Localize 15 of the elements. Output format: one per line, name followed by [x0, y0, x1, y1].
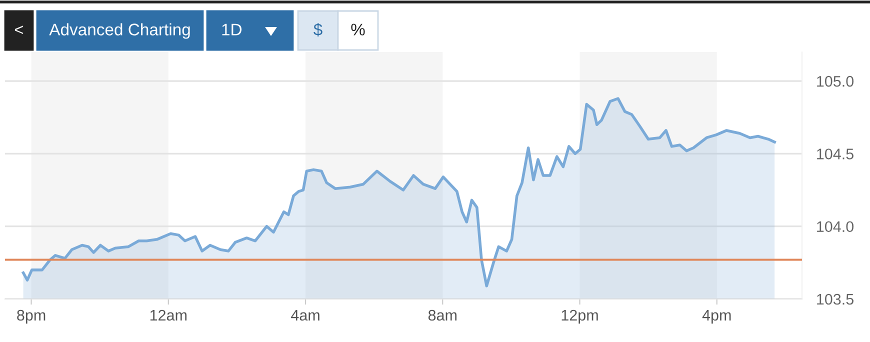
x-tick-label: 4am — [291, 310, 320, 321]
x-tick-label: 4pm — [702, 310, 731, 324]
text: % — [351, 24, 365, 36]
text: Advanced Charting — [49, 23, 190, 39]
y-tick-label: 104.5 — [817, 148, 854, 160]
text: < — [14, 26, 24, 34]
y-tick-label: 105.0 — [817, 76, 854, 87]
x-tick-label: 8pm — [17, 310, 46, 324]
x-tick-label: 12am — [150, 310, 186, 321]
x-tick-label: 12pm — [562, 310, 598, 324]
text: 1D — [222, 24, 242, 36]
y-tick-label: 104.0 — [817, 221, 854, 232]
y-tick-label: 103.5 — [817, 294, 854, 305]
x-tick-label: 8am — [428, 310, 456, 321]
text: $ — [314, 22, 322, 36]
